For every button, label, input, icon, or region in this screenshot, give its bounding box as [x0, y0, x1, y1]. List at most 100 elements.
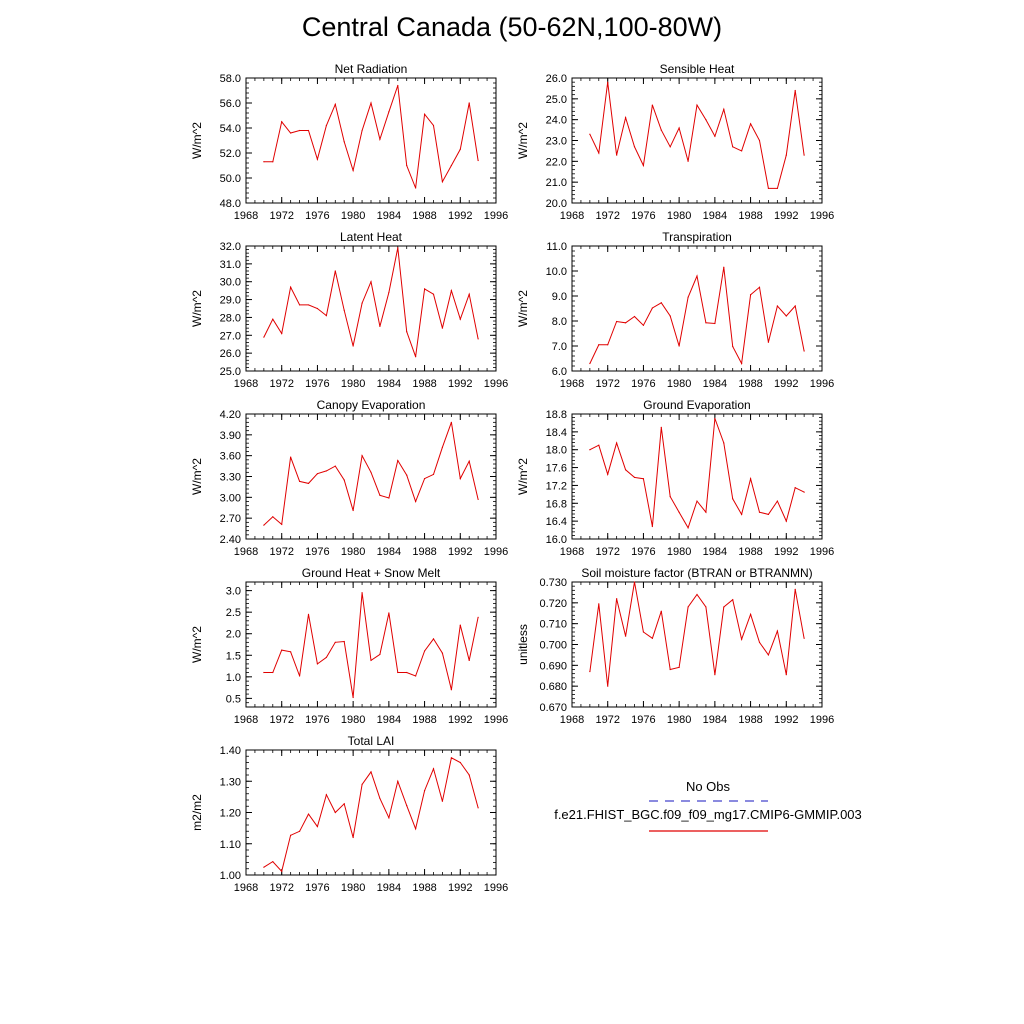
data-point [607, 685, 609, 687]
data-point [397, 780, 399, 782]
data-point [388, 111, 390, 113]
y-tick-label: 1.10 [220, 839, 241, 851]
data-point [325, 794, 327, 796]
y-axis-label: W/m^2 [190, 290, 204, 327]
plot-frame [245, 77, 497, 204]
plot-frame [571, 245, 823, 372]
y-tick-label: 18.0 [546, 445, 567, 457]
data-point [370, 281, 372, 283]
data-point [794, 305, 796, 307]
data-point [334, 811, 336, 814]
data-point [343, 141, 345, 143]
x-tick-label: 1968 [560, 210, 584, 222]
data-point [415, 187, 417, 189]
data-point [316, 473, 319, 475]
x-tick-label: 1980 [341, 378, 365, 390]
data-point [290, 286, 292, 288]
data-point [642, 631, 645, 633]
data-point [607, 344, 609, 346]
y-tick-label: 3.30 [220, 472, 241, 484]
data-point [468, 460, 470, 462]
y-tick-label: 17.2 [546, 480, 567, 492]
x-tick-label: 1996 [484, 546, 508, 558]
chart-panel-6: Ground Evaporation W/m^2 1968 1972 1976 1980 1… [516, 398, 834, 558]
data-point [598, 152, 600, 154]
x-tick-label: 1976 [631, 378, 655, 390]
data-point [388, 291, 390, 294]
data-point [477, 616, 479, 618]
data-point [298, 304, 301, 306]
data-point [732, 345, 734, 348]
y-tick-label: 29.0 [220, 295, 241, 307]
data-point [678, 127, 680, 129]
data-point [423, 477, 426, 480]
data-point [325, 315, 327, 317]
data-point [352, 509, 354, 512]
data-point [298, 129, 301, 132]
data-point [441, 800, 444, 802]
x-tick-label: 1968 [560, 714, 584, 726]
data-point [459, 761, 461, 764]
y-tick-label: 16.0 [546, 534, 567, 546]
data-point [696, 593, 698, 596]
data-point [281, 332, 283, 335]
data-point [272, 318, 274, 320]
data-point [732, 599, 734, 601]
data-point [767, 187, 770, 190]
data-point [450, 164, 452, 167]
data-point [803, 154, 805, 156]
data-point [361, 129, 363, 132]
x-tick-label: 1972 [595, 378, 619, 390]
x-tick-label: 1996 [484, 210, 508, 222]
y-tick-label: 1.20 [220, 808, 241, 820]
data-point [678, 345, 680, 347]
chart-title: Ground Heat + Snow Melt [302, 566, 441, 580]
data-point [794, 487, 796, 489]
data-point [334, 641, 336, 643]
data-point [281, 870, 283, 872]
data-point [325, 124, 327, 127]
x-tick-label: 1984 [703, 714, 727, 726]
data-point [651, 104, 653, 106]
x-tick-label: 1972 [269, 882, 293, 894]
y-tick-label: 21.0 [546, 177, 567, 189]
data-point [678, 511, 680, 513]
legend-case-label: f.e21.FHIST_BGC.f09_f09_mg17.CMIP6-GMMIP… [554, 807, 862, 822]
x-tick-label: 1992 [774, 378, 798, 390]
x-tick-label: 1968 [234, 714, 258, 726]
data-point [616, 320, 618, 323]
data-point [732, 498, 734, 500]
plot-frame [245, 413, 497, 540]
y-tick-label: 26.0 [220, 348, 241, 360]
chart-title: Ground Evaporation [643, 398, 750, 412]
data-point [785, 674, 787, 676]
x-tick-label: 1968 [234, 882, 258, 894]
y-tick-label: 28.0 [220, 312, 241, 324]
data-point [477, 498, 479, 501]
data-point [263, 336, 265, 338]
x-tick-label: 1988 [738, 714, 762, 726]
data-point [669, 146, 671, 148]
data-point [803, 637, 805, 639]
y-axis-label: W/m^2 [516, 122, 530, 159]
data-point [459, 624, 461, 626]
x-tick-label: 1972 [595, 546, 619, 558]
data-point [749, 613, 752, 615]
data-point [298, 830, 301, 832]
x-tick-label: 1984 [377, 714, 401, 726]
series-line [263, 422, 479, 526]
x-tick-label: 1996 [484, 378, 508, 390]
x-tick-label: 1980 [667, 210, 691, 222]
series-line [263, 85, 479, 189]
y-tick-label: 16.8 [546, 498, 567, 510]
y-tick-label: 16.4 [546, 516, 567, 528]
data-point [714, 417, 716, 420]
x-tick-label: 1988 [738, 378, 762, 390]
x-tick-label: 1972 [269, 714, 293, 726]
data-point [651, 307, 653, 309]
data-point [785, 154, 787, 156]
data-point [741, 362, 743, 365]
data-point [423, 650, 426, 652]
data-point [272, 516, 274, 518]
y-tick-label: 23.0 [546, 136, 567, 148]
